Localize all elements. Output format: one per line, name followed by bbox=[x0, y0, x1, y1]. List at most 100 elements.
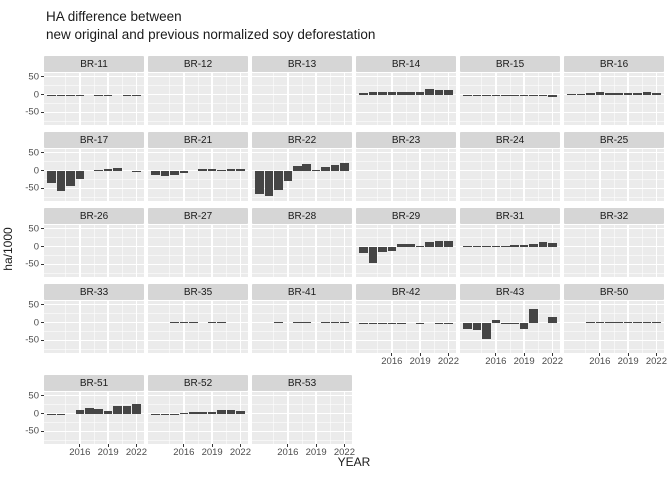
bar-2021 bbox=[122, 406, 132, 414]
gridline-minor-v bbox=[93, 225, 95, 277]
facet-strip: BR-27 bbox=[148, 208, 248, 224]
bar-2016 bbox=[75, 170, 85, 180]
bar-2013 bbox=[255, 170, 264, 194]
x-tick-label: 2016 bbox=[485, 356, 507, 367]
y-tick-mark bbox=[41, 430, 44, 432]
chart-title-line1: HA difference between bbox=[46, 9, 182, 24]
facet-strip: BR-11 bbox=[44, 56, 144, 72]
gridline-major-v bbox=[135, 392, 138, 444]
y-tick-mark bbox=[41, 152, 44, 154]
bar-2014 bbox=[160, 413, 170, 416]
bar-2018 bbox=[614, 93, 623, 95]
facet-panel bbox=[356, 73, 456, 125]
y-tick-label: -50 bbox=[25, 182, 39, 194]
facet-panel bbox=[252, 392, 352, 447]
bar-2015 bbox=[482, 322, 491, 339]
gridline-minor-v bbox=[169, 149, 171, 201]
bar-2019 bbox=[623, 93, 633, 95]
gridline-minor-v bbox=[301, 73, 303, 125]
gridline-major-v bbox=[343, 301, 346, 353]
bar-2019 bbox=[623, 321, 633, 323]
facet-strip: BR-32 bbox=[564, 208, 664, 224]
gridline-major-v bbox=[419, 149, 421, 201]
bar-2013 bbox=[567, 94, 576, 96]
gridline-major-v bbox=[391, 225, 393, 277]
gridline-minor-v bbox=[405, 149, 407, 201]
x-tick-mark bbox=[79, 444, 81, 447]
gridline-minor-v bbox=[329, 392, 331, 444]
x-tick-mark bbox=[419, 353, 421, 356]
gridline-minor-v bbox=[433, 73, 435, 125]
facet-strip: BR-42 bbox=[356, 284, 456, 300]
facet-br-43: BR-43 2016 2019 2022 bbox=[460, 284, 563, 368]
gridline-minor-v bbox=[65, 392, 67, 444]
gridline-minor-v bbox=[405, 73, 407, 125]
gridline-minor-v bbox=[225, 73, 227, 125]
y-tick-mark bbox=[41, 187, 44, 189]
y-tick-mark bbox=[41, 76, 44, 78]
gridline-major-v bbox=[211, 392, 213, 444]
facet-panel bbox=[356, 149, 456, 201]
bar-2021 bbox=[434, 90, 444, 95]
chart-title-line2: new original and previous normalized soy… bbox=[46, 26, 376, 42]
bar-2014 bbox=[472, 246, 482, 248]
bar-2018 bbox=[302, 164, 311, 171]
x-tick-mark bbox=[447, 353, 449, 356]
gridline-major-v bbox=[79, 73, 81, 125]
gridline-minor-v bbox=[509, 225, 511, 277]
bar-2015 bbox=[170, 322, 179, 324]
facet-br-33: BR-33 50 0 -50 bbox=[25, 284, 144, 368]
bar-2014 bbox=[56, 94, 66, 96]
gridline-minor-v bbox=[405, 301, 407, 353]
gridline-minor-v bbox=[537, 73, 539, 125]
gridline-major-v bbox=[315, 392, 317, 444]
bar-2020 bbox=[425, 89, 434, 95]
bar-2020 bbox=[425, 242, 434, 247]
bar-2018 bbox=[302, 322, 311, 324]
facet-br-41: BR-41 bbox=[252, 284, 352, 368]
bar-2016 bbox=[387, 91, 397, 95]
bar-2022 bbox=[340, 163, 349, 171]
gridline-minor-v bbox=[641, 301, 643, 353]
bar-2022 bbox=[652, 93, 661, 95]
bar-2018 bbox=[94, 409, 103, 414]
facet-br-12: BR-12 bbox=[148, 56, 248, 125]
gridline-major-v bbox=[107, 149, 109, 201]
bar-2013 bbox=[359, 93, 368, 95]
facet-panel bbox=[460, 301, 560, 356]
facet-br-23: BR-23 bbox=[356, 132, 456, 201]
facet-br-21: BR-21 bbox=[148, 132, 248, 201]
bar-2015 bbox=[274, 321, 283, 323]
bar-2022 bbox=[132, 170, 141, 172]
gridline-minor-v bbox=[121, 225, 123, 277]
facet-panel bbox=[252, 301, 352, 353]
gridline-major-v bbox=[551, 225, 554, 277]
gridline-major-v bbox=[315, 149, 317, 201]
bar-2018 bbox=[614, 321, 623, 323]
x-tick-mark bbox=[135, 444, 137, 447]
x-tick-label: 2022 bbox=[333, 447, 356, 458]
bar-2017 bbox=[397, 244, 406, 247]
bar-2021 bbox=[330, 321, 340, 323]
facet-panel bbox=[356, 225, 456, 277]
y-tick-mark bbox=[41, 304, 44, 306]
bar-2015 bbox=[66, 94, 75, 96]
x-tick-label: 2019 bbox=[513, 356, 535, 367]
gridline-major-v bbox=[495, 73, 497, 125]
gridline-minor-v bbox=[65, 149, 67, 201]
gridline-minor-v bbox=[433, 149, 435, 201]
facet-strip: BR-12 bbox=[148, 56, 248, 72]
gridline-minor-v bbox=[93, 301, 95, 353]
gridline-minor-v bbox=[65, 225, 67, 277]
gridline-minor-v bbox=[273, 149, 275, 201]
bar-2016 bbox=[387, 322, 397, 324]
gridline-major-v bbox=[655, 149, 658, 201]
bar-2019 bbox=[207, 169, 217, 171]
bar-2017 bbox=[501, 322, 510, 324]
gridline-major-v bbox=[447, 73, 450, 125]
x-tick-label: 2016 bbox=[277, 447, 299, 458]
bar-2020 bbox=[113, 405, 122, 414]
bar-2018 bbox=[406, 92, 415, 95]
gridline-major-v bbox=[107, 392, 109, 444]
gridline-major-v bbox=[239, 149, 242, 201]
